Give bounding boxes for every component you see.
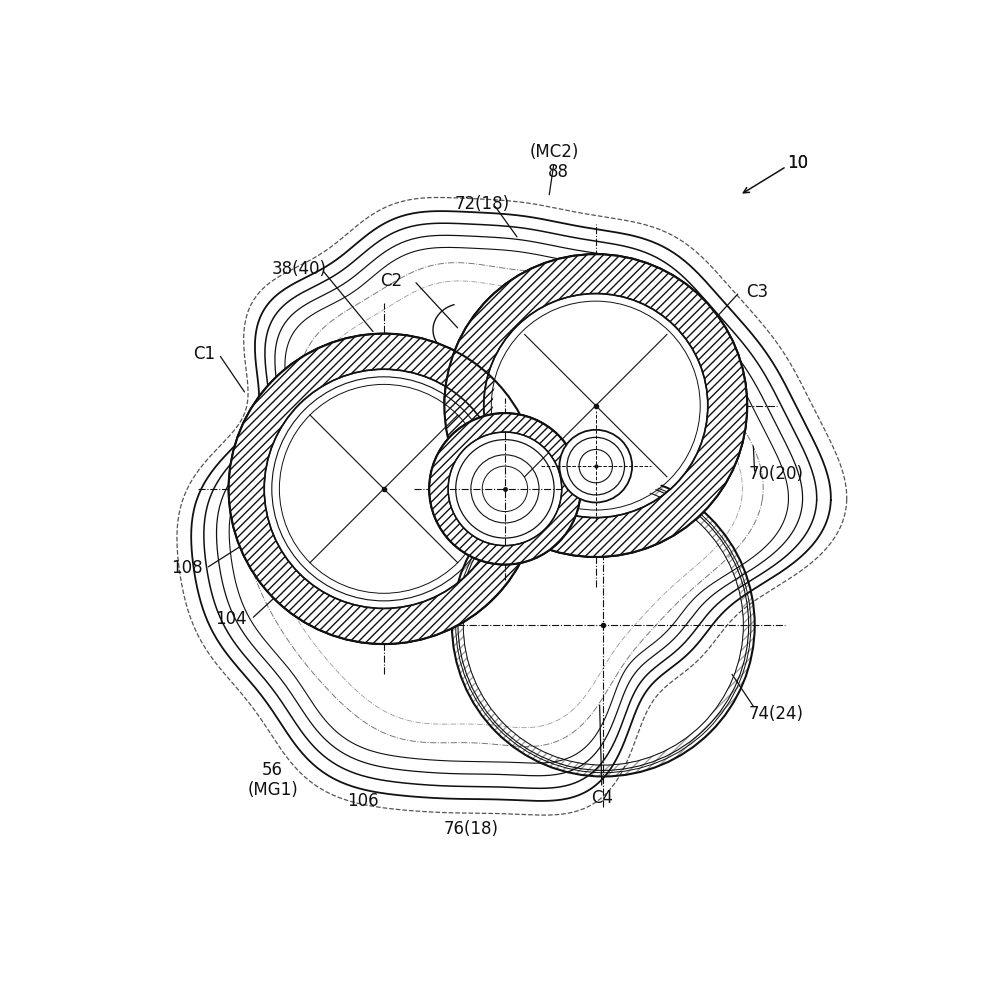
Circle shape bbox=[229, 333, 539, 644]
Text: (MG1): (MG1) bbox=[247, 781, 298, 799]
Text: 70(20): 70(20) bbox=[748, 465, 803, 483]
Text: 76(18): 76(18) bbox=[443, 821, 498, 838]
Text: 10: 10 bbox=[787, 154, 808, 172]
Text: 38(40): 38(40) bbox=[272, 260, 327, 278]
Circle shape bbox=[559, 430, 632, 502]
Circle shape bbox=[444, 255, 747, 557]
Text: C1: C1 bbox=[193, 345, 216, 363]
Text: 104: 104 bbox=[215, 610, 247, 628]
Text: C3: C3 bbox=[746, 283, 768, 301]
Text: C2: C2 bbox=[380, 271, 402, 290]
Text: 88: 88 bbox=[547, 163, 568, 182]
Circle shape bbox=[279, 384, 488, 594]
Text: C4: C4 bbox=[591, 788, 613, 807]
Text: 108: 108 bbox=[171, 559, 203, 577]
Text: 10: 10 bbox=[787, 154, 808, 172]
Circle shape bbox=[493, 303, 699, 508]
Text: 74(24): 74(24) bbox=[748, 706, 803, 723]
Text: 56: 56 bbox=[262, 762, 283, 780]
Text: (MC2): (MC2) bbox=[529, 143, 579, 161]
Text: 72(18): 72(18) bbox=[455, 196, 510, 213]
Circle shape bbox=[429, 413, 581, 564]
Text: 106: 106 bbox=[347, 791, 378, 810]
